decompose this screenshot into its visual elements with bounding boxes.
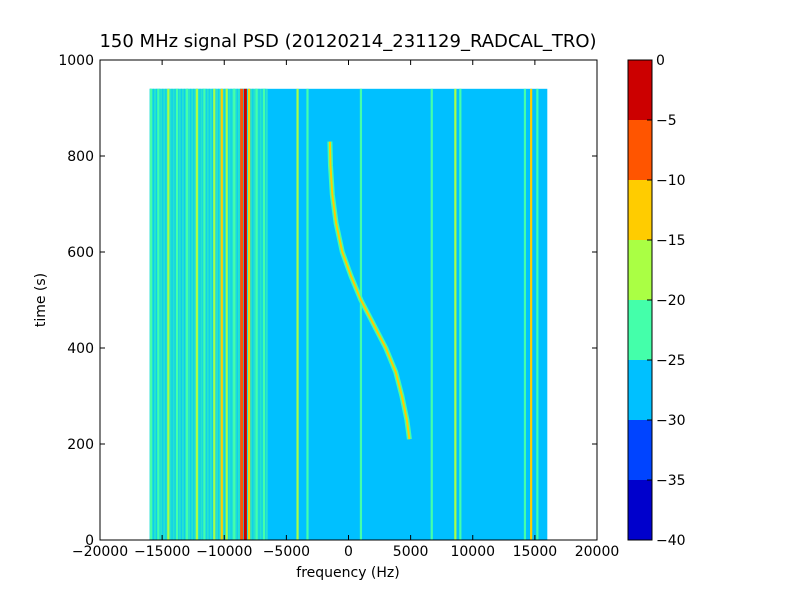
- spectral-line: [167, 88, 170, 541]
- colorbar-tick-label: −10: [656, 173, 686, 189]
- y-tick-label: 400: [67, 341, 94, 357]
- colorbar-tick-label: −15: [656, 233, 686, 249]
- colorbar-tick-label: 0: [656, 53, 665, 69]
- spectral-line: [530, 88, 533, 541]
- y-tick-label: 200: [67, 437, 94, 453]
- spectral-line: [536, 88, 539, 541]
- colorbar-tick-label: −20: [656, 293, 686, 309]
- drift-curve: [328, 141, 411, 440]
- spectral-line: [248, 88, 251, 541]
- noise-stripe: [264, 88, 266, 541]
- noise-stripe: [227, 88, 229, 541]
- noise-stripe: [174, 88, 176, 541]
- spectral-line: [459, 88, 462, 541]
- spectral-line: [220, 88, 223, 541]
- colorbar-segment: [628, 300, 652, 360]
- x-tick-label: −10000: [196, 544, 252, 560]
- noise-stripe: [230, 88, 232, 541]
- spectral-line: [195, 88, 199, 541]
- spectral-line: [149, 88, 153, 541]
- noise-stripe: [242, 88, 245, 541]
- spectral-line: [175, 88, 179, 541]
- x-tick-label: −15000: [134, 544, 190, 560]
- spectral-line: [225, 88, 228, 541]
- y-tick-label: 1000: [58, 53, 94, 69]
- noise-stripe: [155, 88, 158, 541]
- spectral-line: [255, 88, 258, 541]
- spectral-line: [306, 88, 309, 541]
- colorbar-ticks: 0 −5 −10 −15 −20 −25 −30 −35 −40: [647, 53, 686, 549]
- colorbar-segment: [628, 120, 652, 180]
- noise-stripe: [261, 88, 263, 541]
- spectral-line: [185, 88, 189, 541]
- spectral-line: [359, 88, 363, 541]
- spectral-line: [203, 88, 206, 541]
- spectral-line: [240, 88, 244, 541]
- noise-stripe: [152, 88, 155, 541]
- x-tick-label: 20000: [575, 544, 620, 560]
- x-tick-label: 10000: [450, 544, 495, 560]
- colorbar-segment: [628, 180, 652, 240]
- noise-stripe: [190, 88, 192, 541]
- noise-stripe: [202, 88, 204, 541]
- noise-stripe: [214, 88, 217, 541]
- colorbar-tick-label: −35: [656, 473, 686, 489]
- colorbar-segment: [628, 240, 652, 300]
- spectral-line: [213, 88, 216, 541]
- colorbar-segment: [628, 420, 652, 480]
- spectral-line: [262, 88, 266, 541]
- x-tick-label: −20000: [72, 544, 128, 560]
- x-tick-label: 0: [344, 544, 353, 560]
- noise-stripe: [171, 88, 173, 541]
- spectral-line: [296, 88, 299, 541]
- noise-stripe: [252, 88, 254, 541]
- y-tick-label: 0: [85, 533, 94, 549]
- noise-stripe: [199, 88, 201, 541]
- x-axis-ticks: −20000 −15000 −10000 −5000 0 5000 10000 15000 20…: [72, 60, 619, 560]
- noise-stripe: [258, 88, 260, 541]
- spectral-line: [523, 88, 527, 541]
- noise-stripe: [177, 88, 179, 541]
- y-tick-label: 800: [67, 149, 94, 165]
- y-tick-label: 600: [67, 245, 94, 261]
- colorbar-tick-label: −30: [656, 413, 686, 429]
- noise-stripe: [205, 88, 207, 541]
- spectral-line: [157, 88, 160, 541]
- colorbar-tick-label: −40: [656, 533, 686, 549]
- noise-stripe: [236, 88, 238, 541]
- noise-stripe: [159, 88, 161, 541]
- noise-stripe: [162, 88, 164, 541]
- noise-stripe: [211, 88, 214, 541]
- colorbar-segment: [628, 60, 652, 120]
- spectral-line: [454, 88, 457, 541]
- colorbar-segment: [628, 360, 652, 420]
- y-axis-label: time (s): [33, 273, 49, 327]
- spectral-line: [430, 88, 433, 541]
- noise-stripe: [183, 88, 186, 541]
- colorbar-tick-label: −5: [656, 113, 677, 129]
- noise-stripe: [218, 88, 220, 541]
- y-axis-ticks: 0 200 400 600 800 1000: [58, 53, 597, 549]
- noise-stripe: [180, 88, 182, 541]
- noise-stripe: [208, 88, 210, 541]
- spectral-line: [243, 88, 247, 541]
- noise-stripe: [165, 88, 167, 541]
- x-tick-label: 5000: [393, 544, 429, 560]
- noise-stripe: [193, 88, 195, 541]
- noise-stripe: [224, 88, 226, 541]
- x-axis-label: frequency (Hz): [296, 565, 399, 581]
- chart-title: 150 MHz signal PSD (20120214_231129_RADC…: [99, 31, 596, 52]
- heatmap-layer: [149, 88, 548, 541]
- x-tick-label: −5000: [263, 544, 310, 560]
- colorbar-tick-label: −25: [656, 353, 686, 369]
- colorbar-segment: [628, 480, 652, 540]
- spectral-line: [233, 88, 236, 541]
- x-tick-label: 15000: [513, 544, 558, 560]
